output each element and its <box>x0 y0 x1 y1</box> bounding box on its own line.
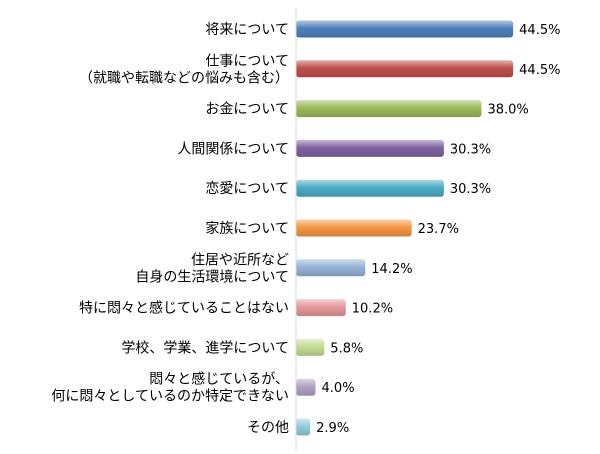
category-label: 人間関係について <box>177 141 289 157</box>
data-label: 38.0% <box>487 103 528 118</box>
data-label: 30.3% <box>450 182 491 197</box>
category-label: 家族について <box>205 220 289 237</box>
category-label: 仕事について（就職や転職などの悩みも含む） <box>79 53 289 86</box>
data-label: 44.5% <box>519 23 560 38</box>
data-label: 5.8% <box>330 341 363 356</box>
bar <box>296 139 444 157</box>
bars <box>296 20 514 436</box>
bar <box>296 100 482 118</box>
data-label: 30.3% <box>450 142 491 157</box>
bar <box>296 179 444 197</box>
bar <box>296 338 325 356</box>
category-label: 将来について <box>205 22 289 38</box>
category-label: 学校、学業、進学について <box>121 339 289 356</box>
category-label: 恋愛について <box>205 180 289 197</box>
bar <box>296 418 311 436</box>
bar <box>296 60 514 78</box>
data-label: 4.0% <box>322 381 355 396</box>
bar <box>296 259 366 277</box>
bar <box>296 378 316 396</box>
value-labels: 44.5% 44.5% 38.0% 30.3% 30.3% 23.7% 14.2% 10.2%… <box>316 23 560 436</box>
bar <box>296 299 346 317</box>
category-label: 特に悶々と感じていることはない <box>79 300 289 317</box>
category-label: 悶々と感じているが、何に悶々としているのか特定できない <box>51 371 289 405</box>
category-label: 住居や近所など自身の生活環境について <box>135 252 289 285</box>
category-label: お金について <box>205 102 289 118</box>
category-label: その他 <box>247 420 289 436</box>
data-label: 2.9% <box>316 421 349 436</box>
data-label: 44.5% <box>519 63 560 78</box>
data-label: 10.2% <box>352 302 393 317</box>
data-label: 23.7% <box>418 222 459 237</box>
bar <box>296 219 412 237</box>
data-label: 14.2% <box>371 262 412 277</box>
bar <box>296 20 514 38</box>
